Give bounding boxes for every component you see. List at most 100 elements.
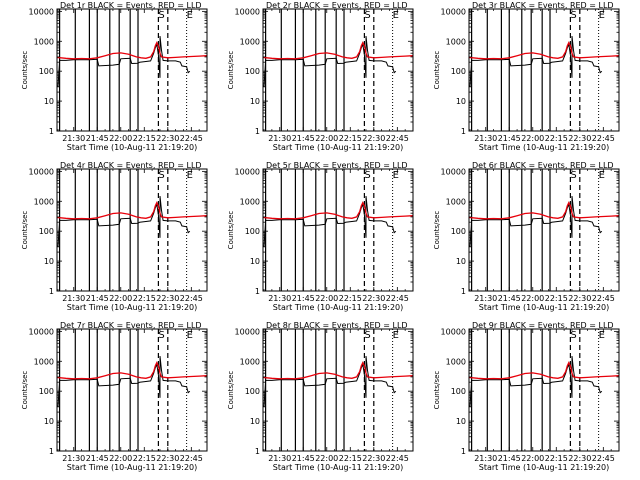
x-tick-label: 21:30: [62, 294, 85, 303]
x-tick-label: 22:00: [109, 134, 132, 143]
y-axis-label: Counts/sec: [227, 371, 235, 410]
x-tick-label: 22:00: [521, 134, 544, 143]
y-tick-label: 10: [456, 417, 466, 426]
panel-title: Det 3r BLACK = Events, RED = LLD: [472, 1, 614, 10]
y-tick-label: 1: [255, 127, 260, 136]
y-axis-label: Counts/sec: [227, 211, 235, 250]
x-tick-label: 22:15: [133, 294, 156, 303]
y-tick-label: 100: [451, 387, 466, 396]
x-tick-label: 22:15: [133, 134, 156, 143]
black-events-series: [263, 35, 397, 87]
panel-title: Det 1r BLACK = Events, RED = LLD: [60, 1, 202, 10]
red-lld-series: [469, 361, 619, 380]
x-axis-label: Start Time (10-Aug-11 21:19:20): [479, 143, 610, 152]
y-tick-label: 10: [250, 257, 260, 266]
x-axis-label: Start Time (10-Aug-11 21:19:20): [67, 143, 198, 152]
x-axis-label: Start Time (10-Aug-11 21:19:20): [273, 463, 404, 472]
y-tick-label: 1000: [34, 197, 54, 206]
y-tick-label: 1000: [446, 197, 466, 206]
x-tick-label: 22:45: [592, 294, 615, 303]
marker-label: S: [570, 330, 576, 341]
y-tick-label: 10: [456, 97, 466, 106]
panel-title: Det 4r BLACK = Events, RED = LLD: [60, 161, 202, 170]
panel-frame: [468, 168, 620, 292]
y-tick-label: 1000: [446, 357, 466, 366]
red-lld-series: [57, 201, 207, 220]
panel-frame: [468, 328, 620, 452]
x-tick-label: 22:00: [109, 454, 132, 463]
y-tick-label: 100: [451, 67, 466, 76]
x-tick-label: 21:45: [292, 294, 315, 303]
y-tick-label: 10000: [441, 167, 466, 176]
red-lld-series: [263, 361, 413, 380]
black-events-series: [469, 35, 603, 87]
x-tick-label: 21:30: [62, 134, 85, 143]
x-tick-label: 22:15: [545, 134, 568, 143]
x-tick-label: 22:45: [180, 454, 203, 463]
x-tick-label: 21:45: [292, 134, 315, 143]
panel-title: Det 9r BLACK = Events, RED = LLD: [472, 321, 614, 330]
x-tick-label: 22:00: [315, 294, 338, 303]
y-tick-label: 10: [250, 97, 260, 106]
y-axis-label: Counts/sec: [21, 211, 29, 250]
panel-plot-area: [57, 9, 207, 131]
x-tick-label: 22:45: [592, 454, 615, 463]
x-tick-label: 22:30: [568, 294, 591, 303]
x-tick-label: 22:00: [315, 134, 338, 143]
panel-frame: [468, 8, 620, 132]
panel-plot-area: [263, 169, 413, 291]
panel-title: Det 8r BLACK = Events, RED = LLD: [266, 321, 408, 330]
y-axis-label: Counts/sec: [227, 51, 235, 90]
y-tick-label: 1000: [446, 37, 466, 46]
x-tick-label: 22:30: [362, 294, 385, 303]
panel-title: Det 5r BLACK = Events, RED = LLD: [266, 161, 408, 170]
y-tick-label: 1000: [240, 37, 260, 46]
x-tick-label: 22:30: [156, 454, 179, 463]
y-tick-label: 100: [245, 227, 260, 236]
marker-label: S: [158, 330, 164, 341]
y-tick-label: 10: [44, 417, 54, 426]
marker-label: E: [187, 10, 193, 21]
y-tick-label: 1000: [240, 357, 260, 366]
y-tick-label: 100: [451, 227, 466, 236]
marker-label: E: [393, 10, 399, 21]
x-tick-label: 21:30: [268, 294, 291, 303]
x-tick-label: 22:45: [592, 134, 615, 143]
y-tick-label: 10000: [29, 327, 54, 336]
y-tick-label: 1000: [34, 37, 54, 46]
panel-title: Det 2r BLACK = Events, RED = LLD: [266, 1, 408, 10]
x-tick-label: 22:30: [568, 134, 591, 143]
x-tick-label: 21:45: [292, 454, 315, 463]
y-axis-label: Counts/sec: [21, 371, 29, 410]
red-lld-series: [57, 41, 207, 60]
y-tick-label: 10000: [441, 7, 466, 16]
x-tick-label: 21:45: [498, 134, 521, 143]
x-tick-label: 22:30: [568, 454, 591, 463]
marker-label: E: [599, 10, 605, 21]
y-tick-label: 1: [49, 447, 54, 456]
y-tick-label: 1: [255, 287, 260, 296]
x-axis-label: Start Time (10-Aug-11 21:19:20): [479, 303, 610, 312]
x-tick-label: 22:30: [156, 294, 179, 303]
y-tick-label: 10: [44, 97, 54, 106]
x-tick-label: 22:00: [521, 454, 544, 463]
y-tick-label: 10000: [235, 167, 260, 176]
panel-plot-area: [263, 329, 413, 451]
black-events-series: [469, 195, 603, 247]
y-axis-label: Counts/sec: [433, 51, 441, 90]
black-events-series: [469, 355, 603, 407]
marker-label: E: [187, 330, 193, 341]
y-tick-label: 1000: [240, 197, 260, 206]
marker-label: E: [599, 330, 605, 341]
marker-label: S: [570, 170, 576, 181]
black-events-series: [263, 355, 397, 407]
panel-frame: [56, 328, 208, 452]
x-tick-label: 22:15: [339, 454, 362, 463]
x-tick-label: 21:30: [474, 454, 497, 463]
y-tick-label: 100: [39, 227, 54, 236]
x-tick-label: 22:45: [180, 294, 203, 303]
